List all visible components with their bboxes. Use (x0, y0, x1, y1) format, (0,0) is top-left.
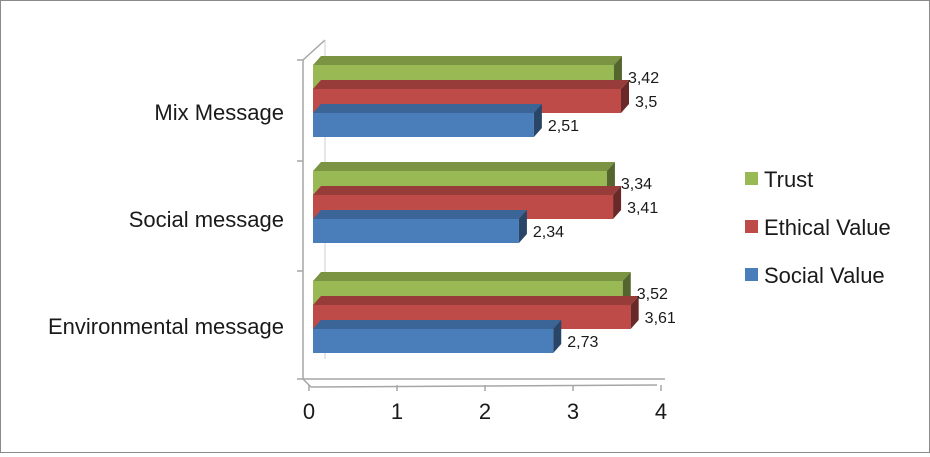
x-tick-label: 0 (303, 399, 315, 424)
x-tick-label: 4 (655, 399, 667, 424)
bar-social-value (313, 210, 527, 243)
legend-swatch (745, 172, 758, 185)
data-label: 3,42 (628, 70, 659, 87)
bar-side-face (533, 104, 542, 137)
x-tick-label: 3 (567, 399, 579, 424)
data-label: 2,34 (533, 224, 564, 241)
legend-swatch (745, 268, 758, 281)
bar-front-face (313, 219, 519, 243)
bar-front-face (313, 113, 534, 137)
legend-label: Social Value (764, 263, 885, 288)
bar-side-face (553, 320, 562, 353)
bar-top-face (313, 56, 622, 65)
bar-side-face (518, 210, 527, 243)
bar-top-face (313, 162, 615, 171)
bar-top-face (313, 104, 542, 113)
category-label: Social message (129, 207, 284, 232)
x-tick-label: 1 (391, 399, 403, 424)
legend-label: Ethical Value (764, 215, 891, 240)
legend-label: Trust (764, 167, 813, 192)
bar-side-face (621, 80, 629, 113)
legend-swatch (745, 220, 758, 233)
data-label: 3,52 (637, 286, 668, 303)
x-tick-label: 2 (479, 399, 491, 424)
floor-side-edge (302, 378, 312, 388)
data-label: 3,5 (635, 94, 657, 111)
bar-social-value (313, 104, 542, 137)
data-label: 2,73 (567, 334, 598, 351)
x-axis-line (310, 384, 658, 388)
bar-top-face (313, 272, 631, 281)
data-label: 2,51 (548, 118, 579, 135)
bar-top-face (313, 210, 527, 219)
bar-top-face (313, 186, 622, 195)
bar-side-face (630, 296, 639, 329)
bar-top-face (313, 80, 629, 89)
axes: 0 1 2 3 4 (297, 39, 667, 424)
bar-front-face (313, 329, 554, 353)
category-label: Mix Message (154, 100, 284, 125)
bars (313, 56, 639, 353)
category-label: Environmental message (48, 314, 284, 339)
bar-top-face (313, 296, 639, 305)
labels: Environmental message Social message Mix M… (48, 70, 676, 351)
side-wall-top-edge (302, 39, 326, 61)
legend: Trust Ethical Value Social Value (745, 167, 891, 288)
data-label: 3,61 (645, 310, 676, 327)
data-label: 3,41 (627, 200, 658, 217)
bar-side-face (613, 186, 622, 219)
bar-social-value (313, 320, 562, 353)
bar-top-face (313, 320, 562, 329)
data-label: 3,34 (621, 176, 652, 193)
